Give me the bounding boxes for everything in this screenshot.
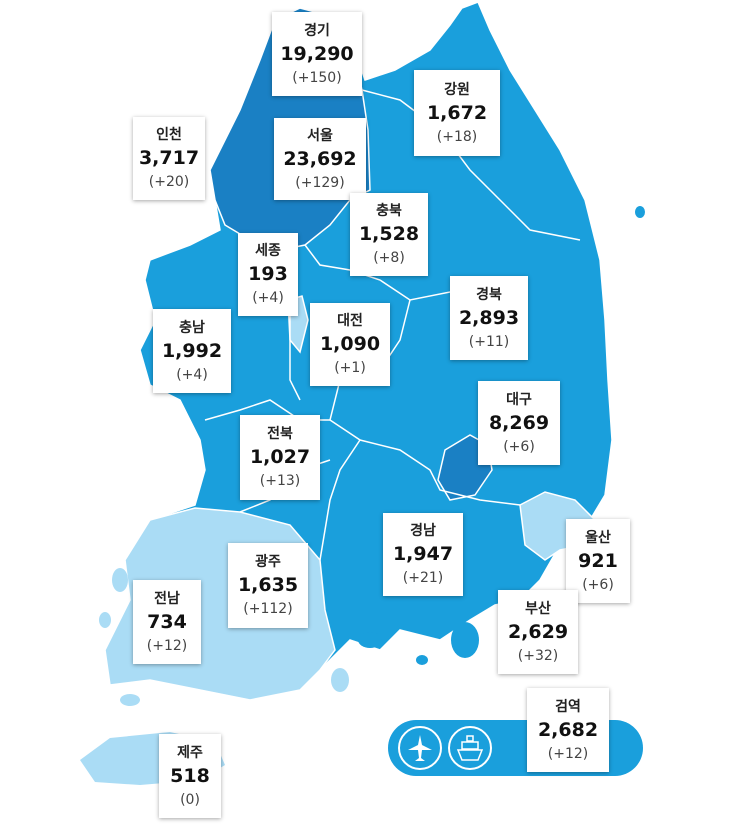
- region-name: 검역: [555, 698, 581, 715]
- region-count: 921: [578, 549, 618, 572]
- region-count: 1,090: [319, 333, 381, 355]
- region-change: (+13): [259, 473, 301, 489]
- region-name: 전남: [154, 590, 180, 607]
- region-name: 전북: [267, 426, 293, 442]
- region-count: 1,947: [392, 543, 454, 565]
- region-count: 2,893: [458, 306, 520, 329]
- region-change: (+11): [468, 333, 510, 350]
- region-change: (0): [180, 791, 200, 808]
- region-change: (+6): [503, 438, 535, 455]
- region-count: 8,269: [488, 411, 550, 434]
- region-card: 경기 19,290 (+150): [272, 12, 362, 96]
- region-card: 충북 1,528 (+8): [350, 193, 428, 276]
- region-name: 대구: [506, 391, 532, 408]
- region-change: (+4): [176, 366, 208, 383]
- region-name: 세종: [255, 243, 281, 259]
- region-change: (+150): [292, 69, 342, 86]
- region-change: (+21): [402, 570, 444, 586]
- region-card: 경북 2,893 (+11): [450, 276, 528, 360]
- region-card: 강원 1,672 (+18): [414, 70, 500, 156]
- region-card: 전남 734 (+12): [133, 580, 201, 664]
- region-name: 경북: [476, 286, 502, 303]
- region-change: (+8): [373, 250, 405, 266]
- region-name: 제주: [177, 744, 203, 761]
- region-count: 2,629: [507, 620, 569, 643]
- region-change: (+6): [582, 576, 614, 593]
- region-card: 대전 1,090 (+1): [310, 303, 390, 386]
- islands-south: [358, 206, 645, 665]
- region-card: 경남 1,947 (+21): [383, 513, 463, 596]
- region-card: 세종 193 (+4): [238, 233, 298, 316]
- region-change: (+18): [436, 128, 478, 145]
- region-name: 경남: [410, 523, 436, 539]
- region-card: 검역 2,682 (+12): [527, 688, 609, 772]
- region-change: (+112): [243, 601, 293, 617]
- region-count: 2,682: [537, 718, 599, 741]
- region-name: 충북: [376, 203, 402, 219]
- region-card: 광주 1,635 (+112): [228, 543, 308, 628]
- region-card: 제주 518 (0): [159, 734, 221, 818]
- region-name: 충남: [179, 319, 205, 336]
- region-change: (+4): [252, 290, 284, 306]
- region-name: 서울: [307, 127, 333, 144]
- region-card: 서울 23,692 (+129): [274, 118, 366, 200]
- region-name: 경기: [304, 22, 330, 39]
- islands: [99, 568, 349, 706]
- region-change: (+20): [148, 174, 190, 190]
- region-count: 3,717: [138, 147, 200, 169]
- region-card: 부산 2,629 (+32): [498, 590, 578, 674]
- region-card: 전북 1,027 (+13): [240, 415, 320, 500]
- region-card: 대구 8,269 (+6): [478, 381, 560, 465]
- region-name: 대전: [337, 313, 363, 329]
- region-count: 1,672: [426, 101, 488, 124]
- airplane-shape: [408, 735, 432, 761]
- region-change: (+12): [146, 637, 188, 654]
- region-count: 19,290: [280, 42, 354, 65]
- region-count: 1,635: [237, 574, 299, 596]
- region-name: 강원: [444, 81, 470, 98]
- region-change: (+1): [334, 360, 366, 376]
- region-card: 인천 3,717 (+20): [133, 117, 205, 200]
- region-name: 인천: [156, 127, 182, 143]
- ship-shape: [456, 735, 484, 761]
- ship-icon: [448, 726, 492, 770]
- region-count: 23,692: [283, 147, 357, 170]
- region-count: 1,992: [161, 339, 223, 362]
- region-change: (+32): [517, 647, 559, 664]
- airplane-icon: [398, 726, 442, 770]
- region-card: 울산 921 (+6): [566, 519, 630, 603]
- region-count: 734: [147, 610, 187, 633]
- region-card: 충남 1,992 (+4): [153, 309, 231, 393]
- region-count: 518: [170, 764, 210, 787]
- region-count: 1,027: [249, 446, 311, 468]
- region-name: 광주: [255, 554, 281, 570]
- region-count: 1,528: [358, 223, 420, 245]
- region-change: (+12): [547, 745, 589, 762]
- region-name: 울산: [585, 529, 611, 546]
- region-count: 193: [248, 263, 288, 285]
- region-name: 부산: [525, 600, 551, 617]
- region-change: (+129): [295, 174, 345, 191]
